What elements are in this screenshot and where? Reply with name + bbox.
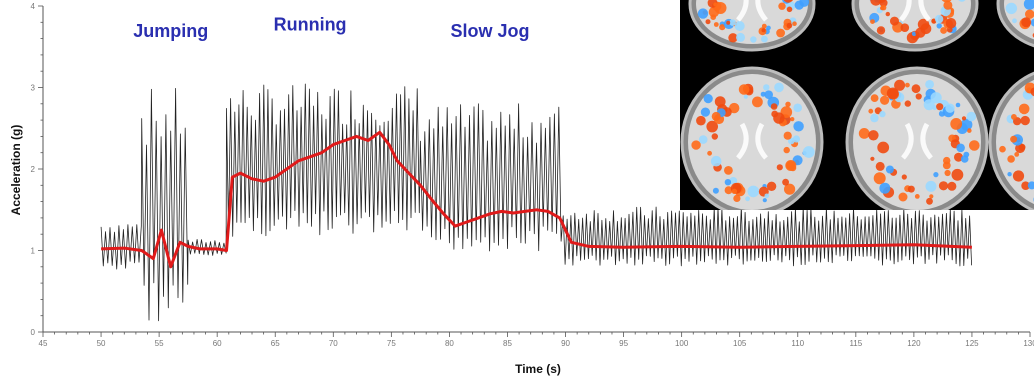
brain-scan-inset-image: [680, 0, 1034, 210]
x-tick-label: 95: [619, 339, 628, 348]
brain-slice: [688, 0, 816, 52]
y-tick-label: 4: [31, 2, 36, 11]
brain-slice: [680, 66, 824, 210]
x-tick-label: 45: [39, 339, 48, 348]
x-tick-label: 65: [271, 339, 280, 348]
x-tick-label: 100: [675, 339, 689, 348]
x-tick-label: 90: [561, 339, 570, 348]
y-axis-title: Acceleration (g): [9, 125, 23, 216]
x-tick-label: 55: [155, 339, 164, 348]
x-tick-label: 85: [503, 339, 512, 348]
y-tick-label: 1: [31, 247, 36, 256]
x-tick-label: 50: [97, 339, 106, 348]
x-tick-label: 60: [213, 339, 222, 348]
brain-slice: [851, 0, 979, 52]
x-tick-label: 125: [965, 339, 979, 348]
x-tick-label: 75: [387, 339, 396, 348]
x-tick-label: 105: [733, 339, 747, 348]
x-tick-label: 70: [329, 339, 338, 348]
y-tick-label: 0: [31, 328, 36, 337]
x-tick-label: 80: [445, 339, 454, 348]
brain-slice: [988, 71, 1034, 210]
x-tick-label: 110: [791, 339, 804, 348]
phase-label: Slow Jog: [451, 21, 530, 41]
phase-label: Running: [274, 14, 347, 34]
brain-slice: [996, 0, 1034, 48]
axes: 45 50 55 60 65 70 75 80 85 90 95 100 105 110 115 120 125…: [31, 2, 1034, 348]
brain-slice: [845, 66, 989, 210]
y-tick-label: 2: [31, 165, 36, 174]
y-tick-label: 3: [31, 84, 36, 93]
x-tick-label: 115: [849, 339, 862, 348]
phase-labels: Jumping Running Slow Jog: [133, 14, 529, 41]
raw-series-line: [100, 83, 972, 322]
raw-acceleration-series: [100, 83, 972, 322]
x-tick-label: 130: [1023, 339, 1034, 348]
x-axis-title: Time (s): [515, 362, 561, 376]
x-tick-label: 120: [907, 339, 921, 348]
smoothed-series-line: [101, 130, 972, 269]
smoothed-acceleration-series: [101, 130, 972, 269]
phase-label: Jumping: [133, 21, 208, 41]
